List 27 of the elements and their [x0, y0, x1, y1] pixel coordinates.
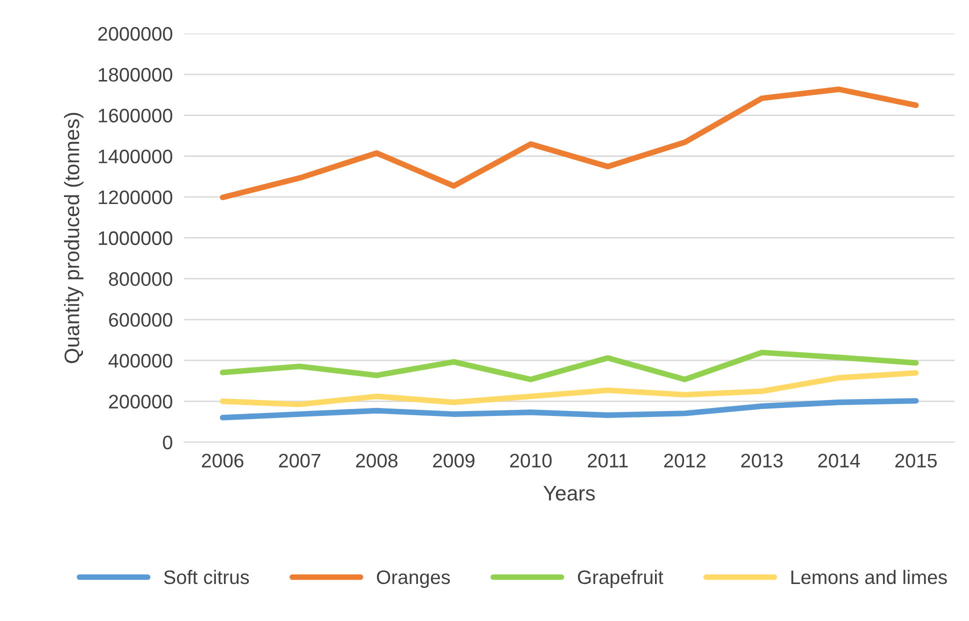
legend-label: Grapefruit — [578, 570, 664, 588]
y-tick-label: 1400000 — [98, 150, 172, 164]
y-tick-label: 800000 — [108, 272, 172, 286]
y-tick-label: 2000000 — [98, 27, 172, 41]
x-tick-label: 2013 — [741, 454, 783, 468]
y-tick-label: 0 — [162, 436, 172, 450]
y-axis-title: Quantity produced (tonnes) — [64, 112, 84, 364]
x-tick-label: 2010 — [510, 454, 552, 468]
x-axis-title: Years — [543, 486, 595, 501]
legend-label: Lemons and limes — [791, 570, 947, 584]
x-tick-label: 2014 — [818, 454, 860, 468]
y-tick-label: 200000 — [109, 394, 172, 409]
legend-label: Soft citrus — [164, 570, 249, 584]
y-tick-label: 600000 — [109, 313, 172, 327]
x-tick-label: 2006 — [202, 454, 244, 468]
legend-label: Oranges — [376, 570, 450, 588]
x-tick-label: 2007 — [279, 454, 320, 468]
x-tick-label: 2009 — [433, 454, 474, 468]
y-tick-label: 400000 — [108, 354, 172, 368]
y-tick-label: 1000000 — [98, 231, 172, 246]
y-tick-label: 1600000 — [98, 108, 172, 122]
x-tick-label: 2015 — [895, 454, 937, 468]
x-tick-label: 2008 — [356, 454, 398, 468]
x-tick-label: 2012 — [664, 454, 706, 468]
y-tick-label: 1800000 — [98, 68, 172, 82]
y-tick-label: 1200000 — [98, 190, 172, 204]
x-tick-label: 2011 — [588, 454, 628, 468]
